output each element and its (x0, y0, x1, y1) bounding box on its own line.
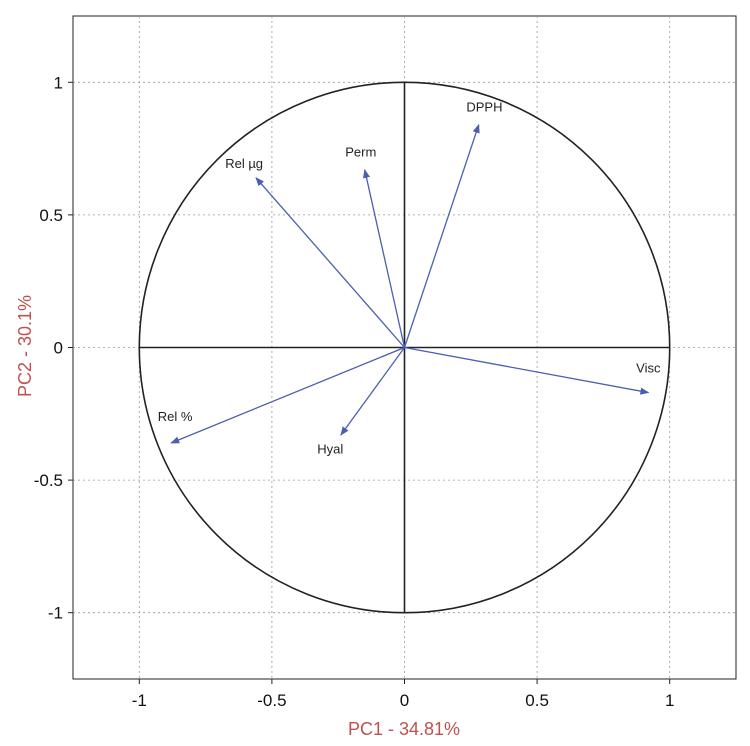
vector-label-visc: Visc (636, 361, 661, 376)
vector-label-hyal: Hyal (317, 442, 343, 457)
x-tick-label-0: -1 (132, 691, 147, 710)
vector-label-dpph: DPPH (466, 100, 502, 115)
y-axis-ticks: 1 0.5 0 -0.5 -1 (34, 73, 73, 623)
y-tick-label-1: 0.5 (39, 206, 63, 225)
x-tick-label-4: 1 (665, 691, 674, 710)
y-tick-label-4: -1 (48, 604, 63, 623)
x-tick-label-1: -0.5 (257, 691, 286, 710)
correlation-circle-group (138, 81, 671, 614)
y-tick-label-2: 0 (54, 339, 63, 358)
y-tick-label-3: -0.5 (34, 471, 63, 490)
vector-rel (170, 346, 405, 444)
correlation-circle (138, 81, 671, 614)
x-axis-ticks: -1 -0.5 0 0.5 1 (132, 679, 674, 710)
x-tick-label-3: 0.5 (525, 691, 549, 710)
vector-label-rel: Rel % (158, 409, 193, 424)
vector-label-rel-g: Rel µg (225, 156, 263, 171)
vector-hyal (340, 347, 406, 436)
vector-rel-g (255, 177, 405, 348)
vector-dpph (403, 123, 480, 348)
vector-perm (362, 168, 406, 348)
vector-visc (404, 346, 650, 395)
y-axis-title: PC2 - 30.1% (15, 295, 35, 397)
vector-label-perm: Perm (345, 144, 376, 159)
x-tick-label-2: 0 (400, 691, 409, 710)
x-axis-title: PC1 - 34.81% (348, 719, 460, 739)
y-tick-label-0: 1 (54, 73, 63, 92)
variable-vectors: DPPH Perm Rel µg Visc Rel % Hyal (158, 100, 661, 457)
